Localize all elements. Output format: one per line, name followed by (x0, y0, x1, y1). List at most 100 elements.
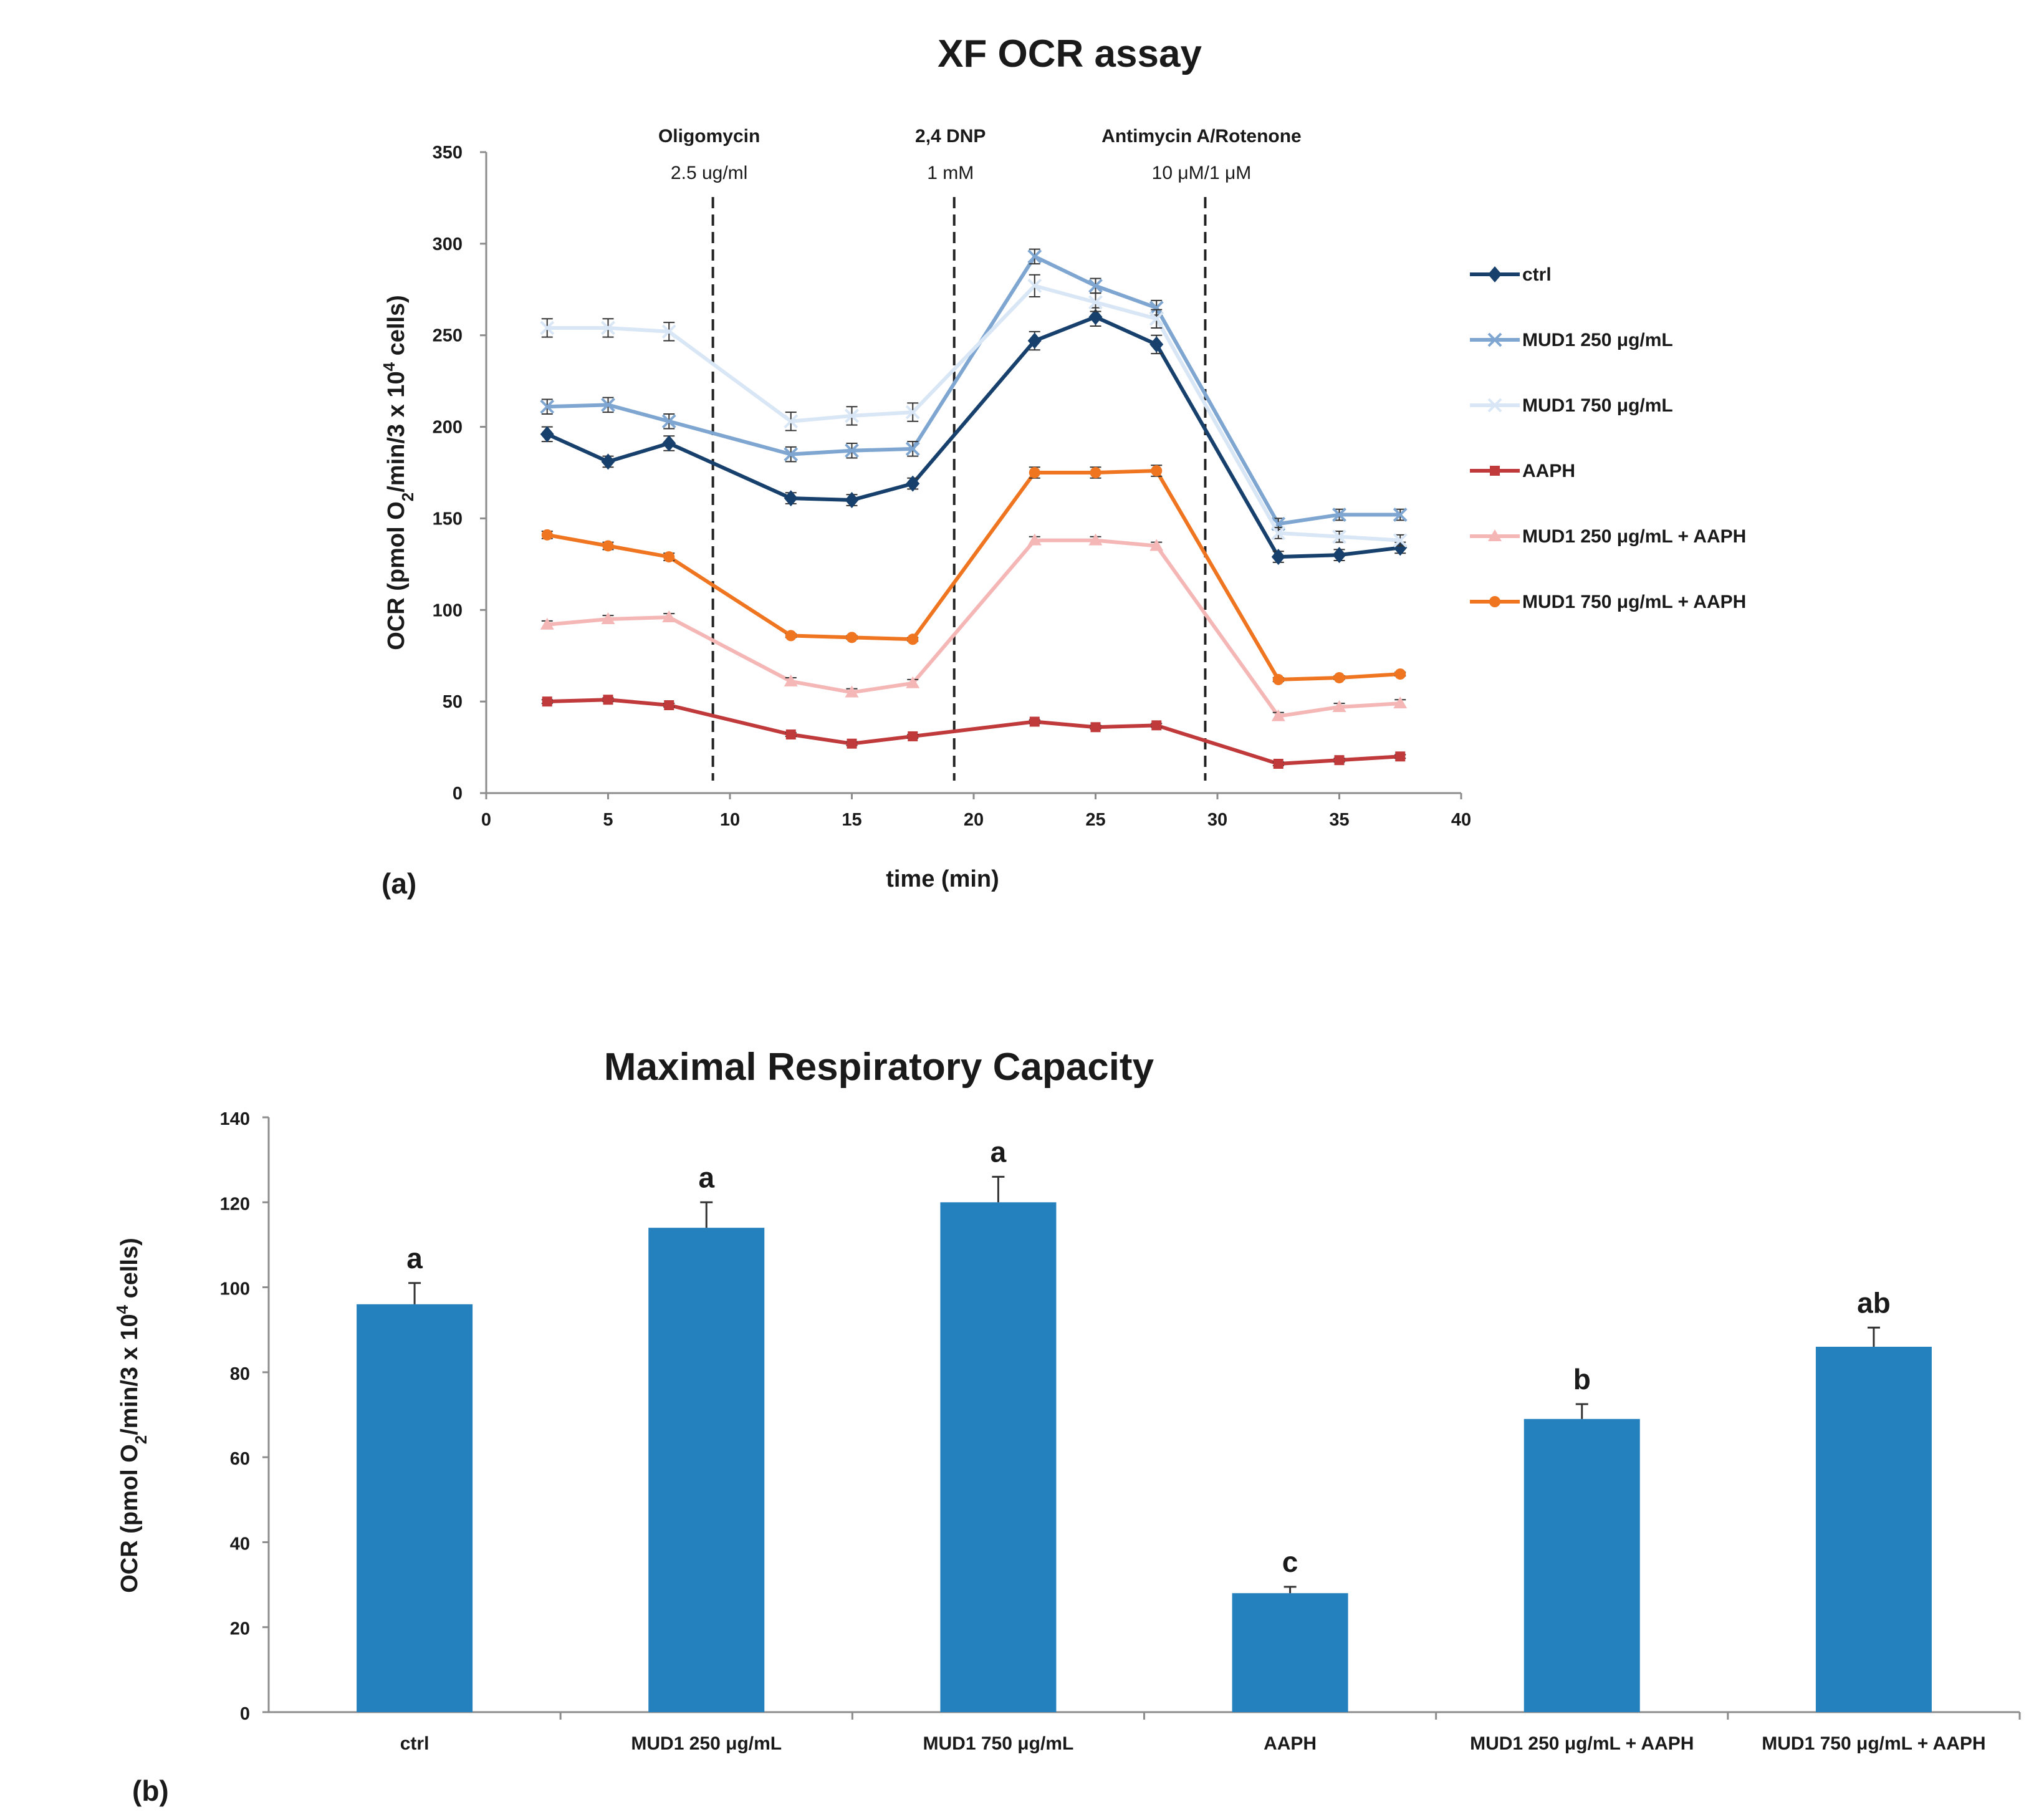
injection-label-oligomycin: Oligomycin (658, 126, 760, 147)
series-mud1-750-g-ml-point-8-stroke-b (1149, 311, 1164, 326)
legend-mud1-250-g-ml-aaph-marker (1488, 529, 1502, 541)
series-mud1-750-g-ml-point-3-stroke-b (784, 414, 799, 429)
series-ctrl-line (546, 315, 1401, 559)
x-tick-label-40: 40 (1451, 810, 1471, 830)
y-tick-label-150: 150 (433, 509, 463, 529)
legend-mud1-750-g-ml-marker-stroke-b (1487, 398, 1502, 413)
legend-mud1-750-g-ml-aaph: MUD1 750 μg/mL + AAPH (1470, 592, 1746, 612)
x-tick-label-30: 30 (1207, 810, 1227, 830)
chart-a-x-ticks: 0 5 10 15 20 25 30 35 40 (481, 793, 1471, 830)
series-mud1-250-g-ml-point-3 (784, 447, 799, 462)
b-y-tick-label-0: 0 (240, 1704, 250, 1724)
x-tick-label-35: 35 (1329, 810, 1349, 830)
series-aaph-line (547, 698, 1401, 766)
series-aaph-point-11 (1395, 751, 1406, 762)
bar-mud1-250-g-ml (648, 1228, 765, 1712)
b-y-tick-label-120: 120 (220, 1194, 250, 1214)
category-label-ctrl: ctrl (400, 1733, 429, 1754)
series-mud1-750-g-ml-point-5 (905, 405, 920, 420)
series-mud1-250-g-ml-point-11 (1393, 508, 1408, 522)
chart-a-series (540, 248, 1408, 769)
series-mud1-250-g-ml-line (547, 254, 1401, 526)
chart-b-axes (267, 1117, 2020, 1713)
series-mud1-250-g-ml-point-5-stroke-b (905, 441, 920, 456)
series-mud1-750-g-ml-aaph-point-11 (1394, 668, 1406, 680)
legend-mud1-250-g-ml-marker (1487, 332, 1502, 347)
series-ctrl-point-3 (784, 490, 798, 507)
b-y-tick-label-140: 140 (220, 1109, 250, 1129)
series-mud1-750-g-ml-point-1-stroke-b (601, 320, 615, 335)
series-aaph-point-4 (847, 738, 857, 749)
series-mud1-250-g-ml-point-0-stroke-b (540, 399, 555, 414)
legend-aaph-label: AAPH (1522, 461, 1575, 481)
chart-a-y-label: OCR (pmol O2/min/3 x 104 cells) (380, 295, 417, 650)
legend-ctrl-label: ctrl (1522, 264, 1552, 285)
series-mud1-250-g-ml-point-6 (1027, 249, 1042, 264)
x-tick-label-15: 15 (842, 810, 861, 830)
x-tick-label-0: 0 (481, 810, 491, 830)
legend-mud1-750-g-ml-aaph-marker (1489, 596, 1500, 607)
series-mud1-750-g-ml-point-7 (1088, 295, 1103, 310)
panel-b-bar-chart: Maximal Respiratory Capacity 0 20 40 60 80 10… (113, 1046, 2021, 1807)
series-mud1-250-g-ml-aaph-point-2 (662, 610, 676, 623)
series-mud1-750-g-ml-point-9-stroke-b (1271, 526, 1286, 541)
bar-mud1-750-g-ml-group: a MUD1 750 μg/mL (851, 1135, 1074, 1754)
series-mud1-250-g-ml-point-6-stroke-b (1027, 249, 1042, 264)
series-mud1-250-g-ml-aaph-point-6 (1027, 533, 1042, 546)
series-mud1-750-g-ml-point-10-stroke-b (1332, 529, 1346, 544)
series-ctrl-point-10 (1332, 547, 1346, 564)
series-mud1-750-g-ml-aaph (541, 465, 1406, 685)
b-y-tick-label-100: 100 (220, 1279, 250, 1299)
series-aaph-point-7 (1090, 722, 1101, 733)
series-mud1-750-g-ml-line (547, 284, 1401, 542)
series-ctrl-point-7 (1088, 309, 1103, 325)
category-label-aaph: AAPH (1264, 1733, 1317, 1754)
category-label-mud1-750-g-ml: MUD1 750 μg/mL (923, 1733, 1074, 1754)
bar-aaph-significance-letter: c (1282, 1546, 1298, 1578)
category-label-mud1-250-g-ml: MUD1 250 μg/mL (631, 1733, 782, 1754)
series-mud1-750-g-ml-aaph-point-1 (602, 540, 614, 552)
chart-a-legend: ctrl MUD1 250 μg/mL MUD1 750 μg/mL AAPH MUD1… (1470, 264, 1746, 612)
legend-ctrl-marker (1488, 266, 1502, 282)
series-aaph-point-10 (1334, 755, 1345, 766)
injection-label-dnp: 2,4 DNP (915, 126, 986, 147)
bar-mud1-750-g-ml-aaph-group: ab MUD1 750 μg/mL + AAPH (1727, 1286, 1986, 1754)
series-mud1-750-g-ml-point-2-stroke-b (661, 324, 676, 339)
b-y-tick-label-80: 80 (230, 1364, 250, 1384)
series-mud1-750-g-ml-point-0 (540, 320, 555, 335)
series-mud1-250-g-ml-point-8 (1149, 301, 1164, 315)
series-mud1-250-g-ml-aaph-point-0 (540, 617, 554, 630)
series-mud1-250-g-ml-point-2-stroke-b (661, 414, 676, 429)
series-ctrl-point-0 (540, 426, 554, 443)
series-mud1-750-g-ml-aaph-point-7 (1090, 467, 1101, 478)
chart-b-title: Maximal Respiratory Capacity (604, 1046, 1154, 1089)
series-mud1-250-g-ml-point-3-stroke-b (784, 447, 799, 462)
series-mud1-750-g-ml-aaph-point-0 (541, 529, 553, 541)
series-aaph-point-8 (1151, 720, 1162, 731)
x-tick-label-20: 20 (964, 810, 984, 830)
series-mud1-750-g-ml-point-3 (784, 414, 799, 429)
series-mud1-750-g-ml-point-7-stroke-b (1088, 295, 1103, 310)
bar-aaph (1232, 1593, 1348, 1712)
injection-dose-antimycin: 10 μM/1 μM (1152, 163, 1252, 183)
series-aaph-point-2 (664, 700, 674, 711)
legend-aaph: AAPH (1470, 461, 1575, 481)
series-mud1-750-g-ml-point-4-stroke-b (845, 408, 859, 423)
chart-b-bars: a ctrl a MUD1 250 μg/mL a MUD1 750 μg/mL c AAPH… (357, 1135, 2021, 1754)
series-mud1-250-g-ml-aaph-point-8 (1149, 539, 1164, 551)
series-mud1-750-g-ml (540, 274, 1408, 548)
series-mud1-250-g-ml-aaph-point-7 (1088, 533, 1103, 546)
series-aaph (541, 695, 1406, 769)
series-aaph-point-9 (1273, 759, 1283, 769)
series-ctrl-point-4 (845, 492, 859, 509)
bar-ctrl (357, 1304, 473, 1712)
series-mud1-250-g-ml-aaph-point-10 (1332, 700, 1346, 712)
bar-mud1-250-g-ml-significance-letter: a (698, 1161, 714, 1193)
series-mud1-250-g-ml-aaph-point-9 (1271, 709, 1285, 721)
y-tick-label-300: 300 (433, 234, 463, 254)
bar-mud1-750-g-ml (940, 1202, 1057, 1712)
y-tick-label-200: 200 (433, 418, 463, 438)
series-mud1-250-g-ml-point-2 (661, 414, 676, 429)
category-label-mud1-750-g-ml-aaph: MUD1 750 μg/mL + AAPH (1762, 1733, 1985, 1754)
bar-mud1-750-g-ml-significance-letter: a (991, 1135, 1007, 1168)
